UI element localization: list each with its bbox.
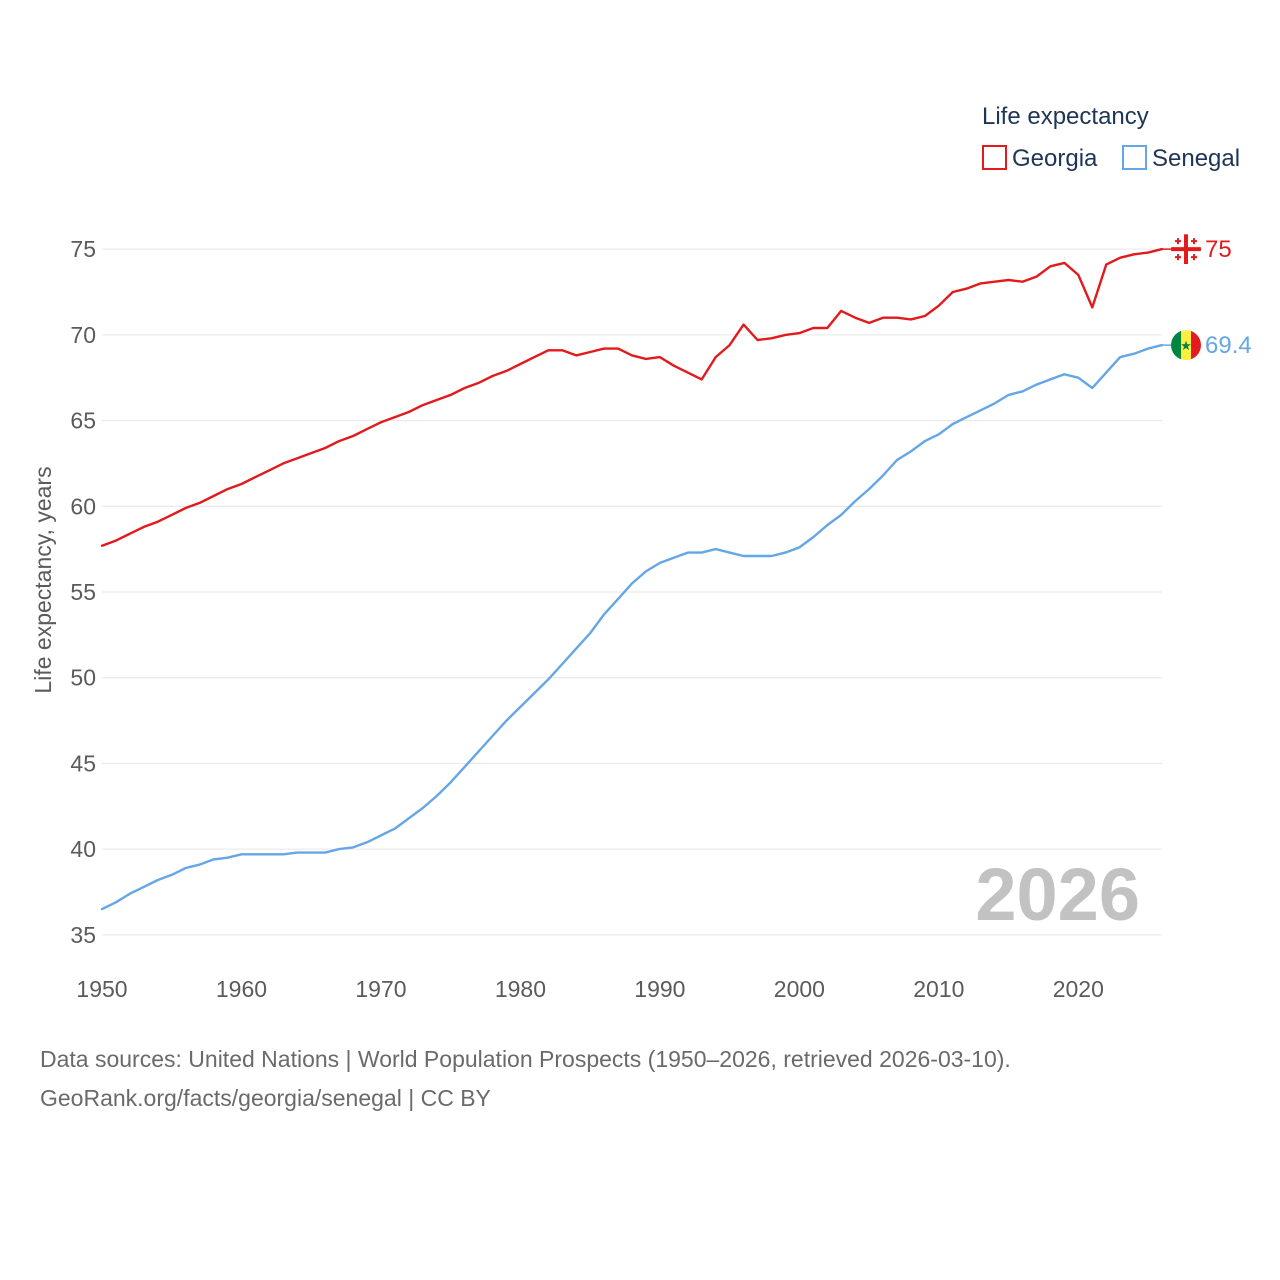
y-tick-label: 40	[70, 836, 96, 862]
y-tick-label: 50	[70, 665, 96, 691]
x-tick-label: 1990	[634, 976, 685, 1002]
credit-line[interactable]: GeoRank.org/facts/georgia/senegal | CC B…	[40, 1085, 491, 1111]
series-line-georgia[interactable]	[100, 247, 1164, 547]
x-axis-ticks: 1950 1960 1970 1980 1990 2000 2010 2020	[76, 976, 1103, 1002]
y-tick-label: 35	[70, 922, 96, 948]
legend-label-georgia: Georgia	[1012, 145, 1098, 172]
series-lines	[100, 247, 1164, 911]
end-label-senegal: 69.4	[1205, 332, 1252, 359]
legend-label-senegal: Senegal	[1152, 145, 1240, 172]
x-tick-label: 2020	[1053, 976, 1104, 1002]
end-label-georgia: 75	[1205, 236, 1232, 263]
x-tick-label: 1950	[76, 976, 127, 1002]
y-tick-label: 70	[70, 322, 96, 348]
georgia-flag-icon	[1171, 234, 1201, 265]
y-tick-label: 75	[70, 236, 96, 262]
end-labels: 75 ★ 69.4	[1162, 234, 1252, 361]
svg-text:★: ★	[1180, 339, 1192, 354]
year-watermark: 2026	[975, 853, 1140, 936]
line-chart: 35 40 45 50 55 60 65 70 75 1950 1960 1970 1980 1990 2…	[30, 103, 1252, 1002]
legend-item-senegal[interactable]: Senegal	[1122, 145, 1240, 172]
y-tick-label: 65	[70, 408, 96, 434]
x-tick-label: 1960	[216, 976, 267, 1002]
series-line-senegal[interactable]	[100, 343, 1164, 911]
data-source-note: Data sources: United Nations | World Pop…	[40, 1046, 1011, 1072]
y-tick-label: 60	[70, 493, 96, 519]
y-tick-label: 55	[70, 579, 96, 605]
x-tick-label: 1970	[355, 976, 406, 1002]
y-axis-title: Life expectancy, years	[30, 466, 56, 693]
y-tick-label: 45	[70, 750, 96, 776]
legend-swatch-georgia	[982, 145, 1007, 170]
legend-swatch-senegal	[1122, 145, 1147, 170]
x-tick-label: 2000	[774, 976, 825, 1002]
legend-title: Life expectancy	[982, 103, 1149, 130]
y-axis-ticks: 35 40 45 50 55 60 65 70 75	[70, 236, 96, 948]
legend: Life expectancy Georgia Senegal	[982, 103, 1240, 172]
x-tick-label: 1980	[495, 976, 546, 1002]
grid-lines	[102, 248, 1162, 936]
senegal-flag-icon: ★	[1171, 330, 1201, 361]
x-tick-label: 2010	[913, 976, 964, 1002]
legend-item-georgia[interactable]: Georgia	[982, 145, 1098, 172]
